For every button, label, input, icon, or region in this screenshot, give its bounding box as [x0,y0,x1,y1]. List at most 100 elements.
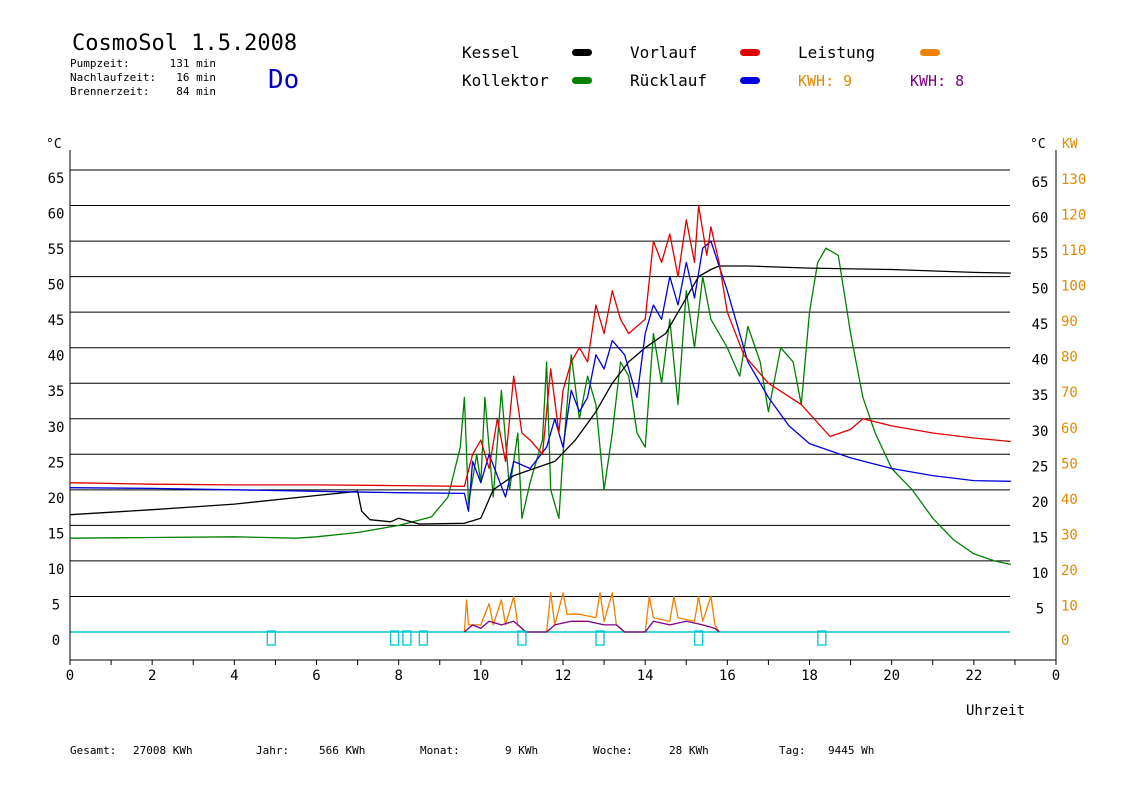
power-tick-label: 130 [1061,172,1086,188]
pump-marker [595,630,605,646]
stat-label: Pumpzeit: [70,57,130,70]
y-tick-label-right: 40 [1032,353,1049,369]
power-tick-label: 100 [1061,279,1086,295]
y-tick-label-left: 15 [48,526,65,542]
legend-label: Kollektor [462,71,549,90]
y-tick-label-left: 45 [48,313,65,329]
x-tick-label: 4 [230,668,238,684]
pump-marker [693,630,704,646]
y-tick-label-left: 25 [48,455,65,471]
footer-value: 28 KWh [669,744,709,757]
power-tick-label: 80 [1061,350,1078,366]
y-tick-label-left: 20 [48,491,65,507]
footer-value: 566 KWh [319,744,365,757]
energy-totals: Gesamt: 27008 KWh Jahr: 566 KWh Monat: 9 KWh W… [70,744,874,757]
x-tick-label: 18 [801,668,818,684]
series-rücklauf [69,240,1011,512]
runtime-stats: Pumpzeit: 131 min Nachlaufzeit: 16 min Brenn… [70,57,216,98]
grid [70,169,1010,633]
x-tick-label: 16 [719,668,736,684]
axes [69,150,1057,665]
power-tick-label: 60 [1061,421,1078,437]
x-tick-label: 8 [394,668,402,684]
series-leistung2 [463,620,720,633]
power-tick-label: 120 [1061,208,1086,224]
y-axis-label-right-temp: °C [1030,137,1046,152]
pump-marker [402,630,412,646]
pump-marker [817,630,827,646]
footer-label: Jahr: [256,744,289,757]
y-tick-label-right: 10 [1032,566,1049,582]
legend: Kessel Vorlauf Leistung Kollektor Rücklauf KW… [462,43,964,90]
series-lines [69,204,1011,633]
y-tick-label-right: 5 [1036,601,1044,617]
power-tick-label: 20 [1061,563,1078,579]
series-kollektor [69,247,1011,566]
power-tick-label: 70 [1061,385,1078,401]
y-tick-label-left: 40 [48,349,65,365]
footer-label: Monat: [420,744,460,757]
y-tick-label-right: 30 [1032,424,1049,440]
y-axis-label-left: °C [46,137,62,152]
y-tick-label-right: 60 [1032,211,1049,227]
legend-swatch [740,49,760,56]
power-tick-label: 50 [1061,456,1078,472]
pump-markers [266,630,827,646]
y-tick-label-right: 65 [1032,175,1049,191]
footer-label: Tag: [779,744,806,757]
x-tick-label: 2 [148,668,156,684]
power-tick-label: 90 [1061,314,1078,330]
kwh-label: KWH: 8 [910,72,964,90]
y-tick-label-left: 10 [48,562,65,578]
series-vorlauf [69,204,1011,487]
x-tick-label: 20 [883,668,900,684]
day-label: Do [268,65,299,95]
legend-label: Vorlauf [630,43,697,62]
x-tick-label: 6 [312,668,320,684]
y-tick-label-left: 50 [48,278,65,294]
stat-value: 131 min [170,57,216,70]
power-tick-label: 110 [1061,243,1086,259]
legend-label: Leistung [798,43,875,62]
tick-labels: 0 2 4 6 8 10 12 14 16 18 20 22 0 0 5 10 15 20 25 30 35 40 45 50… [48,171,1087,684]
footer-label: Woche: [593,744,633,757]
y-tick-label-left: 65 [48,171,65,187]
footer-value: 9445 Wh [828,744,874,757]
footer-label: Gesamt: [70,744,116,757]
power-tick-label: 0 [1061,633,1069,649]
legend-swatch [740,77,760,84]
power-tick-label: 10 [1061,598,1078,614]
x-tick-label: 14 [637,668,654,684]
y-tick-label-left: 60 [48,207,65,223]
x-tick-label: 10 [472,668,489,684]
x-tick-label: 0 [1052,668,1060,684]
stat-label: Brennerzeit: [70,85,149,98]
x-tick-label: 22 [965,668,982,684]
y-tick-label-right: 20 [1032,495,1049,511]
x-tick-label: 12 [555,668,572,684]
pump-marker [389,630,400,646]
power-tick-label: 40 [1061,492,1078,508]
footer-value: 27008 KWh [133,744,193,757]
legend-label: Kessel [462,43,520,62]
pump-marker [418,630,428,646]
stat-label: Nachlaufzeit: [70,71,156,84]
kwh-label: KWH: 9 [798,72,852,90]
y-tick-label-right: 35 [1032,388,1049,404]
pump-marker [266,630,276,646]
y-tick-label-left: 0 [52,633,60,649]
y-axis-label-right-power: KW [1062,137,1078,152]
y-tick-label-left: 30 [48,420,65,436]
legend-swatch [572,77,592,84]
footer-value: 9 KWh [505,744,538,757]
y-tick-label-right: 50 [1032,282,1049,298]
legend-label: Rücklauf [630,71,707,90]
power-tick-label: 30 [1061,527,1078,543]
stat-value: 84 min [176,85,216,98]
y-tick-label-left: 55 [48,242,65,258]
x-axis-label: Uhrzeit [966,703,1025,719]
pump-marker [517,630,527,646]
x-tick-label: 0 [66,668,74,684]
y-tick-label-left: 35 [48,384,65,400]
